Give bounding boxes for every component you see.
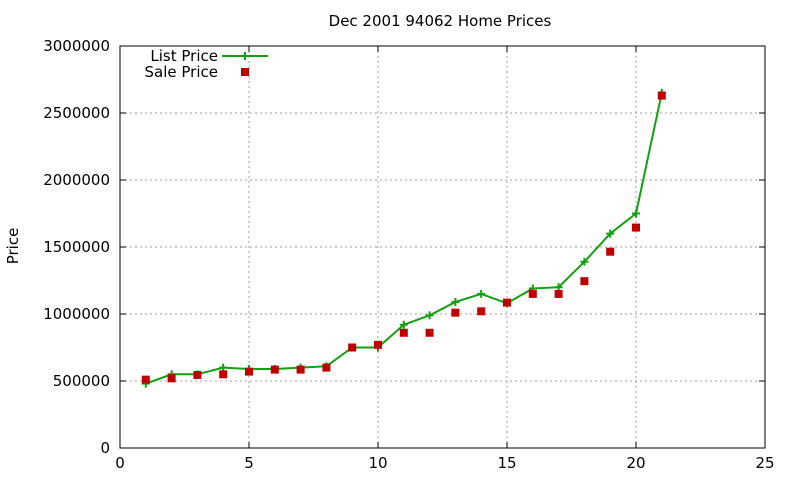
- sale-price-point: [141, 375, 150, 384]
- sale-price-point: [554, 289, 563, 298]
- sale-price-point: [193, 370, 202, 379]
- sale-price-point: [606, 247, 615, 256]
- sale-price-point: [632, 223, 640, 232]
- sale-price-point: [528, 289, 537, 298]
- sale-price-point: [580, 277, 589, 286]
- list-price-point: [606, 229, 615, 238]
- list-price-line: [145, 92, 663, 385]
- sale-price-point: [374, 340, 382, 349]
- sale-price-point: [657, 91, 666, 100]
- sale-price-point: [219, 370, 228, 379]
- sale-price-point: [270, 365, 279, 374]
- data-series: [141, 88, 666, 388]
- list-price-point: [425, 311, 434, 320]
- y-tick-label: 1000000: [43, 305, 110, 323]
- sale-price-point: [296, 365, 305, 374]
- y-tick-label: 2500000: [43, 104, 110, 122]
- x-tick-label: 25: [755, 454, 774, 472]
- chart-title: Dec 2001 94062 Home Prices: [329, 12, 552, 30]
- sale-price-point: [477, 307, 486, 316]
- sale-price-point: [399, 328, 408, 337]
- x-tick-label: 15: [497, 454, 516, 472]
- legend-swatch-square: [241, 68, 249, 76]
- sale-price-point: [322, 363, 331, 372]
- y-tick-label: 0: [100, 439, 110, 457]
- x-tick-label: 0: [115, 454, 125, 472]
- grid-lines: [120, 46, 765, 448]
- axes: 0 5 10 15 20 25 0 500000 1000000 1500000 2000000 25…: [43, 37, 774, 472]
- legend-label: List Price: [150, 47, 218, 65]
- sale-price-point: [167, 374, 176, 383]
- list-price-point: [219, 363, 228, 372]
- sale-price-point: [348, 343, 357, 352]
- sale-price-point: [503, 298, 511, 307]
- list-price-point: [632, 209, 640, 218]
- list-price-point: [580, 257, 589, 266]
- x-tick-label: 20: [626, 454, 645, 472]
- list-price-point: [554, 283, 563, 292]
- list-price-point: [451, 297, 460, 306]
- legend-swatch-cross: [241, 52, 249, 60]
- x-tick-label: 5: [244, 454, 254, 472]
- y-tick-label: 2000000: [43, 171, 110, 189]
- y-tick-label: 3000000: [43, 37, 110, 55]
- sale-price-point: [451, 308, 460, 317]
- y-axis-label: Price: [4, 228, 22, 265]
- y-tick-label: 1500000: [43, 238, 110, 256]
- sale-price-point: [245, 367, 253, 376]
- x-tick-label: 10: [368, 454, 387, 472]
- legend-label: Sale Price: [145, 63, 218, 81]
- list-price-point: [399, 320, 408, 329]
- y-tick-label: 500000: [53, 372, 110, 390]
- sale-price-point: [425, 328, 434, 337]
- list-price-point: [477, 289, 486, 298]
